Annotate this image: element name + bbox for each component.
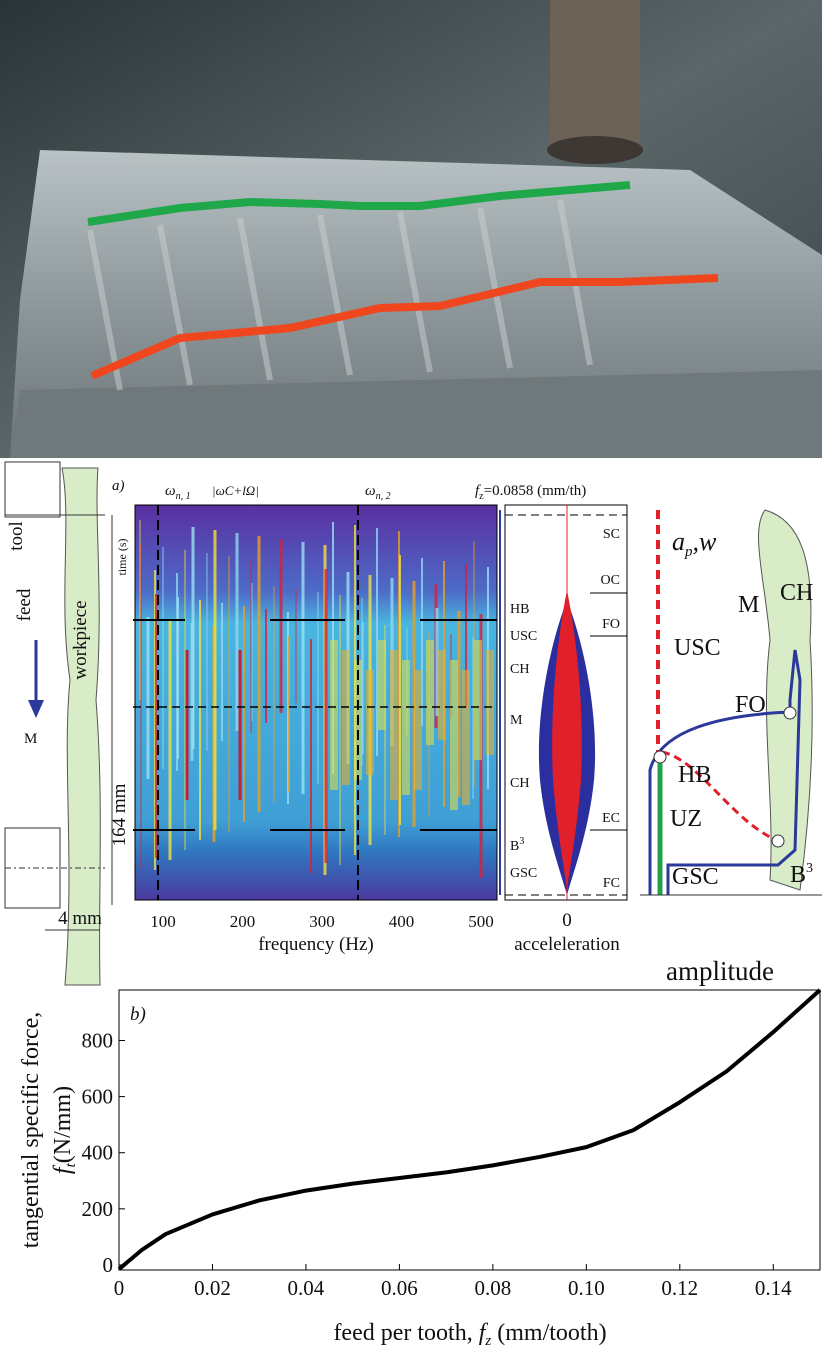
superscript: 3 (519, 836, 524, 847)
streak-block (342, 650, 350, 785)
spectrogram-zone-label: GSC (510, 866, 537, 881)
hb-label: HB (678, 762, 711, 788)
streak-block (438, 650, 446, 740)
photo (0, 0, 822, 458)
acceleration-zone-label: FC (603, 876, 620, 891)
streak-block (426, 640, 434, 745)
amplitude-label: amplitude (666, 956, 774, 986)
panel-b-label: b) (130, 1004, 146, 1025)
omega2-label: ωn, 2 (365, 483, 391, 502)
acceleration-zone-label: SC (603, 527, 620, 542)
fz-label: fz=0.0858 (mm/th) (475, 483, 586, 502)
spectrogram-zone-label: M (510, 713, 523, 728)
x-tick-label: 0.04 (288, 1276, 325, 1300)
x-tick-label: 0.06 (381, 1276, 418, 1300)
frequency-tick-label: 300 (309, 912, 335, 931)
spectrogram-zone-label: USC (510, 629, 537, 644)
acceleration-zone-label: FO (602, 617, 620, 632)
acceleration-label: acceleleration (514, 934, 620, 955)
x-tick-label: 0.10 (568, 1276, 605, 1300)
feed-label: feed (14, 588, 35, 621)
frequency-tick-label: 400 (389, 912, 415, 931)
gsc-label: GSC (672, 864, 719, 890)
b3-label: B3 (790, 861, 813, 888)
tool-label: tool (6, 521, 27, 551)
streak-block (330, 640, 338, 790)
acceleration-zero: 0 (562, 910, 572, 931)
streak-block (486, 650, 494, 755)
omega1-label: ωn, 1 (165, 483, 191, 502)
y-axis-unit: ft(N/mm) (50, 1086, 79, 1174)
usc-label: USC (674, 635, 721, 661)
force-curve (119, 990, 820, 1269)
combo-label: |ωC+lΩ| (212, 483, 259, 498)
spectrogram (133, 505, 500, 900)
length-label: 164 mm (109, 783, 130, 846)
x-tick-label: 0.12 (661, 1276, 698, 1300)
y-tick-label: 200 (82, 1197, 114, 1221)
uz-label: UZ (670, 806, 702, 832)
streak-block (402, 660, 410, 795)
frequency-tick-label: 500 (468, 912, 494, 931)
spectrogram-zone-label: CH (510, 776, 529, 791)
acceleration-zone-label: OC (601, 573, 620, 588)
panel-a-label: a) (112, 478, 125, 494)
x-axis-label: feed per tooth, fz (mm/tooth) (333, 1320, 606, 1349)
ap-label: ap,w (672, 527, 717, 560)
y-tick-label: 600 (82, 1085, 114, 1109)
streak-block (450, 660, 458, 810)
streak-block (414, 670, 422, 790)
x-tick-label: 0.14 (755, 1276, 792, 1300)
workpiece-label: workpiece (70, 600, 91, 679)
spectrogram-zone-label: HB (510, 602, 529, 617)
acceleration-zone-label: EC (602, 811, 620, 826)
m-label: M (24, 731, 37, 747)
spectrogram-zone-label: CH (510, 662, 529, 677)
streak-block (474, 640, 482, 760)
y-tick-label: 0 (103, 1253, 114, 1277)
y-tick-label: 400 (82, 1141, 114, 1165)
time-label: time (s) (115, 539, 129, 576)
m-diagram-label: M (738, 592, 759, 618)
x-tick-label: 0 (114, 1276, 125, 1300)
streak-block (378, 640, 386, 730)
x-tick-label: 0.02 (194, 1276, 231, 1300)
page: {"panel_a": {"label": "a)", "tool": "too… (0, 0, 822, 1355)
frequency-tick-label: 200 (230, 912, 256, 931)
streak-block (390, 650, 398, 800)
figure: tool feed M workpiece 164 mm 4 mm a) tim… (0, 0, 822, 1355)
width-label: 4 mm (58, 908, 102, 929)
streak-block (366, 670, 374, 775)
y-tick-label: 800 (82, 1029, 114, 1053)
streak-block (462, 670, 470, 805)
x-tick-label: 0.08 (474, 1276, 511, 1300)
zone-diagram (640, 510, 822, 895)
y-axis-label: tangential specific force, (18, 1012, 44, 1249)
frequency-label: frequency (Hz) (258, 934, 374, 955)
ch-label: CH (780, 580, 813, 606)
frequency-tick-label: 100 (150, 912, 176, 931)
plot-frame (119, 990, 820, 1270)
fo-label: FO (735, 692, 766, 718)
